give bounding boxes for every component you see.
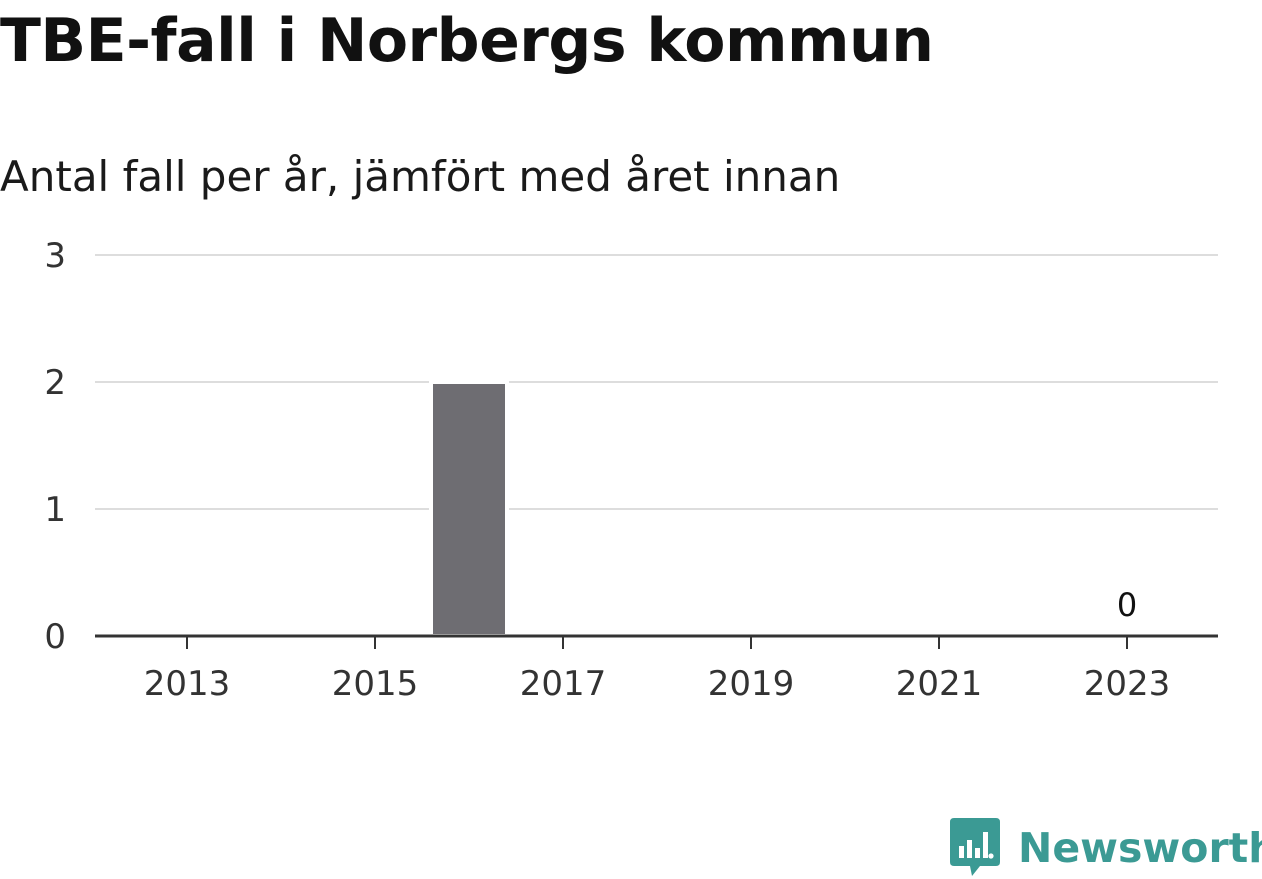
x-tick-label: 2017 <box>520 664 607 704</box>
chart-subtitle: Antal fall per år, jämfört med året inna… <box>0 152 841 201</box>
x-tick-label: 2015 <box>332 664 419 704</box>
x-tick-label: 2023 <box>1084 664 1171 704</box>
data-label: 0 <box>1117 586 1137 624</box>
brand-name: Newsworthy <box>1018 824 1262 872</box>
y-tick-label: 0 <box>44 617 66 657</box>
bar-chart-speech-bubble-icon <box>950 818 1000 876</box>
chart-title: TBE-fall i Norbergs kommun <box>0 6 934 76</box>
x-tick-label: 2021 <box>896 664 983 704</box>
x-tick-label: 2013 <box>144 664 231 704</box>
y-tick-label: 1 <box>44 490 66 530</box>
bar <box>429 380 509 638</box>
y-tick-label: 3 <box>44 236 66 276</box>
x-tick-label: 2019 <box>708 664 795 704</box>
newsworthy-logo: Newsworthy <box>950 818 1262 878</box>
y-tick-label: 2 <box>44 363 66 403</box>
